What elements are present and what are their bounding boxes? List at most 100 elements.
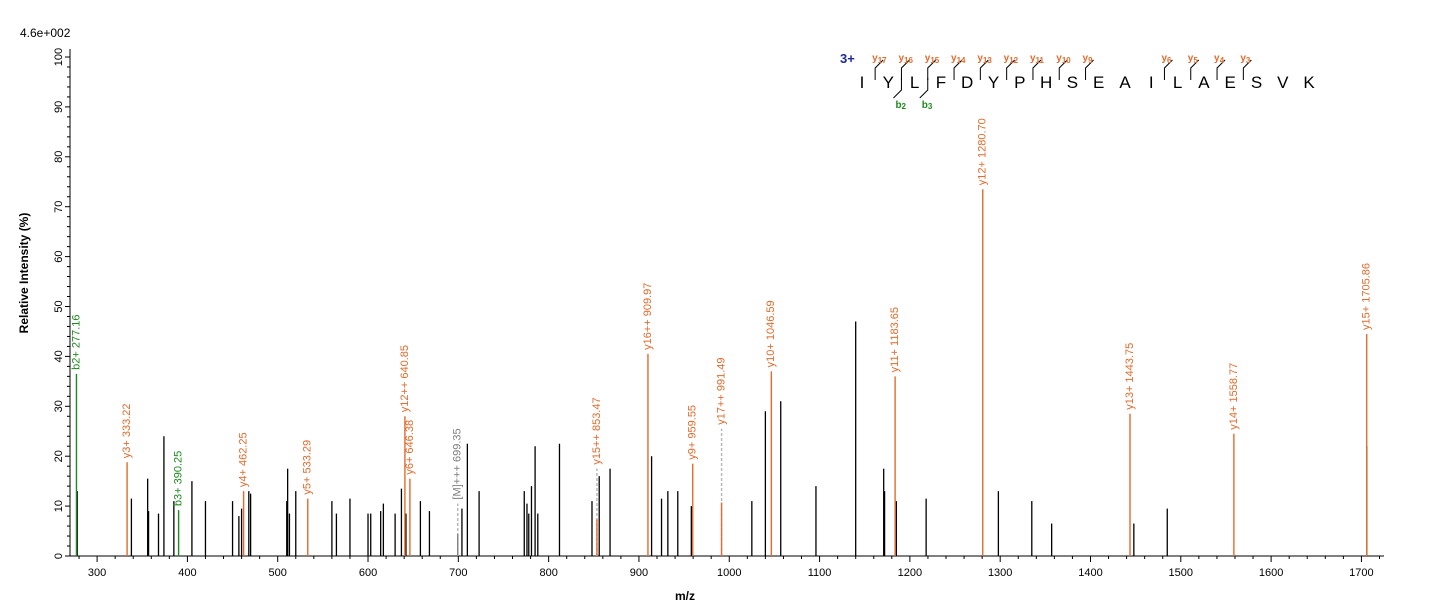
y-ion-number: 17 [878, 56, 887, 65]
peak-label: y13+ 1443.75 [1124, 343, 1136, 410]
y-ion-bracket [1216, 59, 1226, 80]
x-tick-label: 1100 [808, 567, 832, 579]
x-axis-title: m/z [675, 589, 695, 603]
y-ion-letter: y [1083, 53, 1089, 64]
y-ion-label: y10 [1056, 53, 1071, 65]
y-ion-letter: y [977, 53, 983, 64]
y-ion-label: y15 [925, 53, 940, 65]
x-tick-label: 800 [539, 567, 557, 579]
x-tick-label: 1700 [1349, 567, 1373, 579]
y-tick-label: 50 [53, 300, 65, 312]
y-ion-bracket [1006, 59, 1016, 80]
y-tick-label: 10 [53, 500, 65, 512]
x-tick-label: 500 [269, 567, 287, 579]
y-ion-bracket [979, 59, 989, 80]
y-ion-label: y12 [1004, 53, 1019, 65]
y-ion-number: 12 [1009, 56, 1018, 65]
b-ion-label: b3 [922, 100, 933, 111]
y-ion-label: y6 [1161, 53, 1172, 65]
peak-label: b2+ 277.16 [70, 314, 82, 369]
y-ion-number: 11 [1036, 56, 1045, 65]
peak-label: y9+ 959.55 [687, 405, 699, 460]
sequence-letter: F [936, 73, 946, 92]
y-ion-number: 15 [930, 56, 939, 65]
peak-label: y4+ 462.25 [238, 432, 250, 487]
peak-label: b3+ 390.25 [173, 451, 185, 506]
y-axis-title: Relative Intensity (%) [17, 213, 31, 334]
sequence-letter: D [961, 73, 973, 92]
y-ion-bracket [900, 59, 910, 80]
y-ion-letter: y [898, 53, 904, 64]
charge-state: 3+ [840, 51, 855, 66]
y-ion-bracket [1085, 59, 1094, 80]
peak-label: y5+ 533.29 [302, 440, 314, 495]
y-ion-number: 16 [904, 56, 913, 65]
sequence-letter: E [1093, 73, 1104, 92]
x-tick-label: 1600 [1259, 567, 1283, 579]
y-ion-label: y4 [1214, 53, 1225, 65]
sequence-letter: K [1303, 73, 1315, 92]
peak-label: y3+ 333.22 [121, 403, 133, 458]
y-ion-letter: y [872, 53, 878, 64]
sequence-letter: V [1277, 73, 1289, 92]
peak-label: y14+ 1558.77 [1228, 363, 1240, 430]
sequence-letter: S [1251, 73, 1262, 92]
sequence-letter: E [1225, 73, 1236, 92]
sequence-letter: Y [988, 73, 999, 92]
y-tick-label: 100 [53, 48, 65, 66]
y-ion-label: y11 [1030, 53, 1045, 65]
b-ion-bracket [893, 78, 902, 99]
peak-label: y6+ 646.38 [404, 420, 416, 475]
y-tick-label: 70 [53, 201, 65, 213]
y-ion-letter: y [1004, 53, 1010, 64]
x-tick-label: 400 [178, 567, 196, 579]
y-ion-bracket [1058, 59, 1068, 80]
x-tick-label: 900 [630, 567, 648, 579]
peak-label: y12+ 1280.70 [977, 118, 989, 185]
y-tick-label: 30 [53, 400, 65, 412]
sequence-letter: A [1119, 73, 1131, 92]
b-ion-letter: b [922, 100, 928, 111]
y-tick-label: 90 [53, 101, 65, 113]
sequence-letter: I [860, 73, 865, 92]
y-ion-letter: y [1030, 53, 1036, 64]
y-ion-number: 3 [1246, 56, 1251, 65]
peak-label: y10+ 1046.59 [765, 300, 777, 367]
y-ion-label: y9 [1083, 53, 1094, 65]
y-ion-letter: y [1240, 53, 1246, 64]
peak-label: y12++ 640.85 [399, 345, 411, 412]
peak-label: y16++ 909.97 [642, 283, 654, 350]
peak-label: y15++ 853.47 [591, 397, 603, 464]
y-ion-letter: y [925, 53, 931, 64]
y-tick-label: 80 [53, 151, 65, 163]
y-ion-letter: y [1214, 53, 1220, 64]
y-ion-letter: y [1161, 53, 1167, 64]
y-ion-bracket [1163, 59, 1173, 80]
y-tick-label: 40 [53, 350, 65, 362]
x-tick-label: 1500 [1169, 567, 1193, 579]
y-ion-bracket [1242, 59, 1252, 80]
sequence-letter: A [1198, 73, 1210, 92]
y-ion-label: y5 [1188, 53, 1199, 65]
y-ion-bracket [874, 59, 884, 80]
x-tick-label: 600 [359, 567, 377, 579]
intensity-scale-label: 4.6e+002 [20, 26, 71, 40]
y-ion-label: y14 [951, 53, 966, 65]
peak-label: y15+ 1705.86 [1361, 263, 1373, 330]
b-ion-label: b2 [895, 100, 906, 111]
x-tick-label: 700 [449, 567, 467, 579]
y-ion-number: 5 [1193, 56, 1198, 65]
y-ion-number: 13 [983, 56, 992, 65]
y-ion-bracket [927, 59, 937, 80]
y-ion-bracket [953, 59, 963, 80]
x-tick-label: 1200 [898, 567, 922, 579]
peak-label: y11+ 1183.65 [889, 307, 901, 372]
y-ion-letter: y [1056, 53, 1062, 64]
y-ion-bracket [1032, 59, 1042, 80]
b-ion-bracket [919, 78, 929, 99]
sequence-letter: I [1149, 73, 1154, 92]
y-ion-letter: y [951, 53, 957, 64]
sequence-letter: S [1067, 73, 1078, 92]
